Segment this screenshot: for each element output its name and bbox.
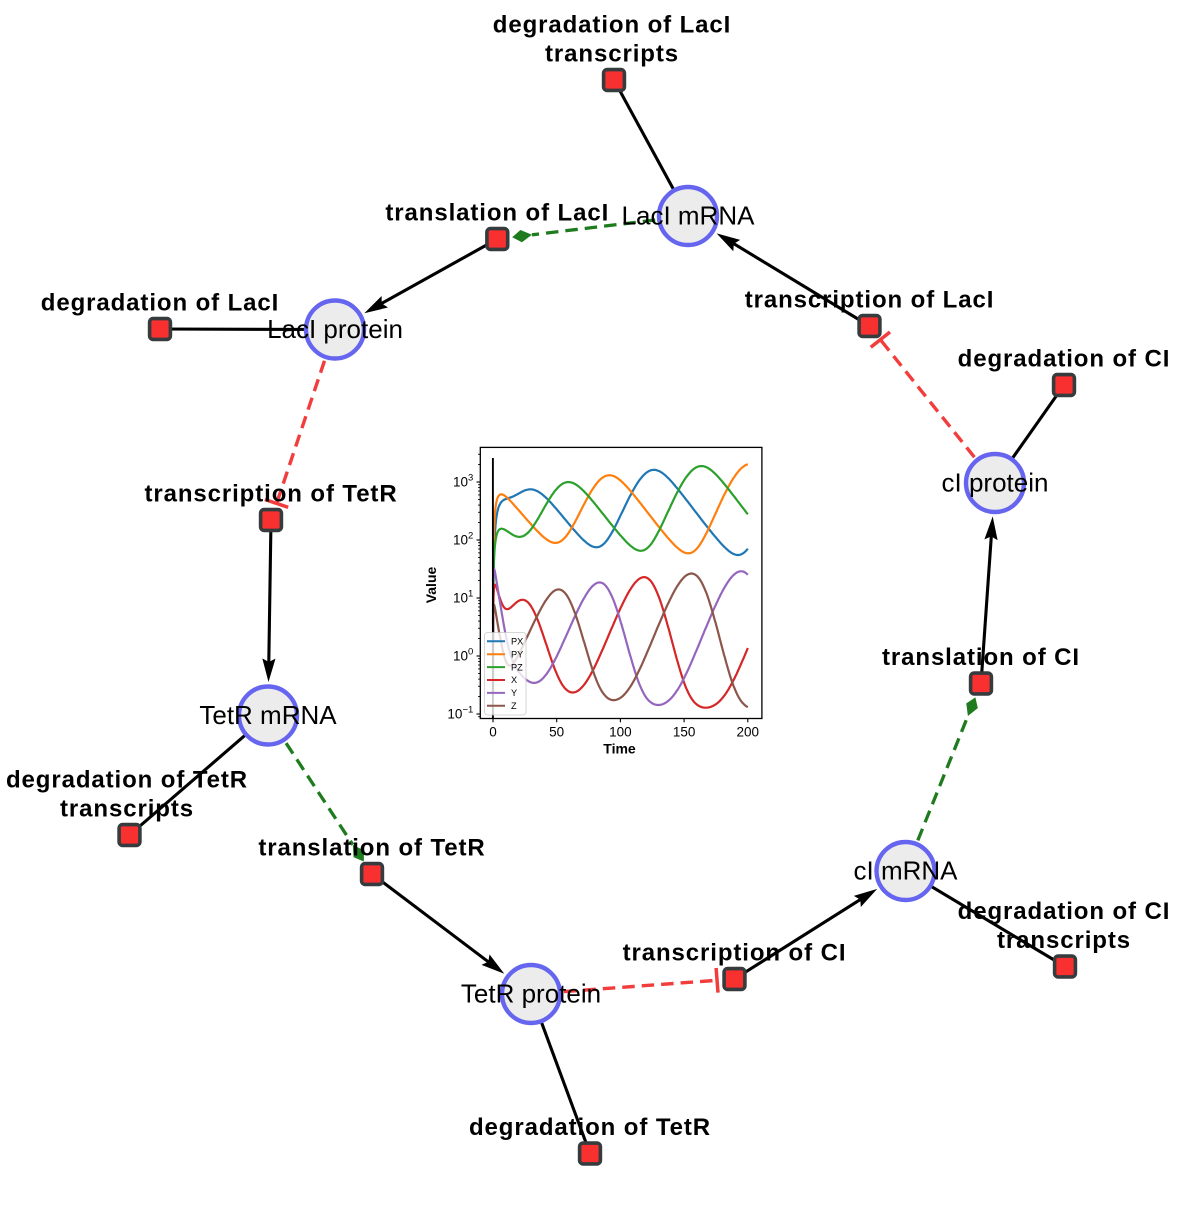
svg-text:TetR mRNA: TetR mRNA: [199, 700, 337, 730]
svg-text:Y: Y: [511, 688, 517, 698]
svg-text:PZ: PZ: [511, 662, 523, 672]
svg-text:transcription of TetR: transcription of TetR: [144, 481, 397, 508]
svg-text:translation of CI: translation of CI: [882, 644, 1080, 671]
svg-text:TetR protein: TetR protein: [461, 979, 601, 1009]
svg-text:100: 100: [609, 725, 632, 740]
svg-text:transcripts: transcripts: [997, 927, 1131, 954]
svg-text:X: X: [511, 675, 517, 685]
svg-text:degradation of TetR: degradation of TetR: [6, 767, 248, 794]
svg-text:degradation of LacI: degradation of LacI: [493, 12, 731, 39]
svg-text:Z: Z: [511, 701, 517, 711]
svg-text:translation of TetR: translation of TetR: [258, 835, 485, 862]
svg-text:cI mRNA: cI mRNA: [854, 856, 959, 886]
svg-text:degradation of CI: degradation of CI: [958, 898, 1171, 925]
svg-text:translation of LacI: translation of LacI: [385, 200, 609, 227]
svg-text:degradation of CI: degradation of CI: [958, 346, 1171, 373]
svg-text:degradation of TetR: degradation of TetR: [469, 1114, 711, 1141]
svg-text:LacI protein: LacI protein: [267, 314, 403, 344]
svg-text:PX: PX: [511, 637, 523, 647]
svg-text:Value: Value: [423, 567, 439, 604]
svg-text:transcription of CI: transcription of CI: [623, 940, 847, 967]
svg-text:PY: PY: [511, 649, 523, 659]
svg-text:Time: Time: [603, 741, 636, 757]
svg-text:cI protein: cI protein: [942, 468, 1049, 498]
svg-text:0: 0: [489, 725, 497, 740]
svg-text:LacI mRNA: LacI mRNA: [622, 201, 756, 231]
svg-text:degradation of LacI: degradation of LacI: [41, 290, 279, 317]
svg-text:transcripts: transcripts: [60, 796, 194, 823]
svg-text:transcripts: transcripts: [545, 41, 679, 68]
svg-text:50: 50: [549, 725, 564, 740]
svg-text:200: 200: [737, 725, 760, 740]
svg-text:150: 150: [673, 725, 696, 740]
svg-text:transcription of LacI: transcription of LacI: [745, 287, 995, 314]
